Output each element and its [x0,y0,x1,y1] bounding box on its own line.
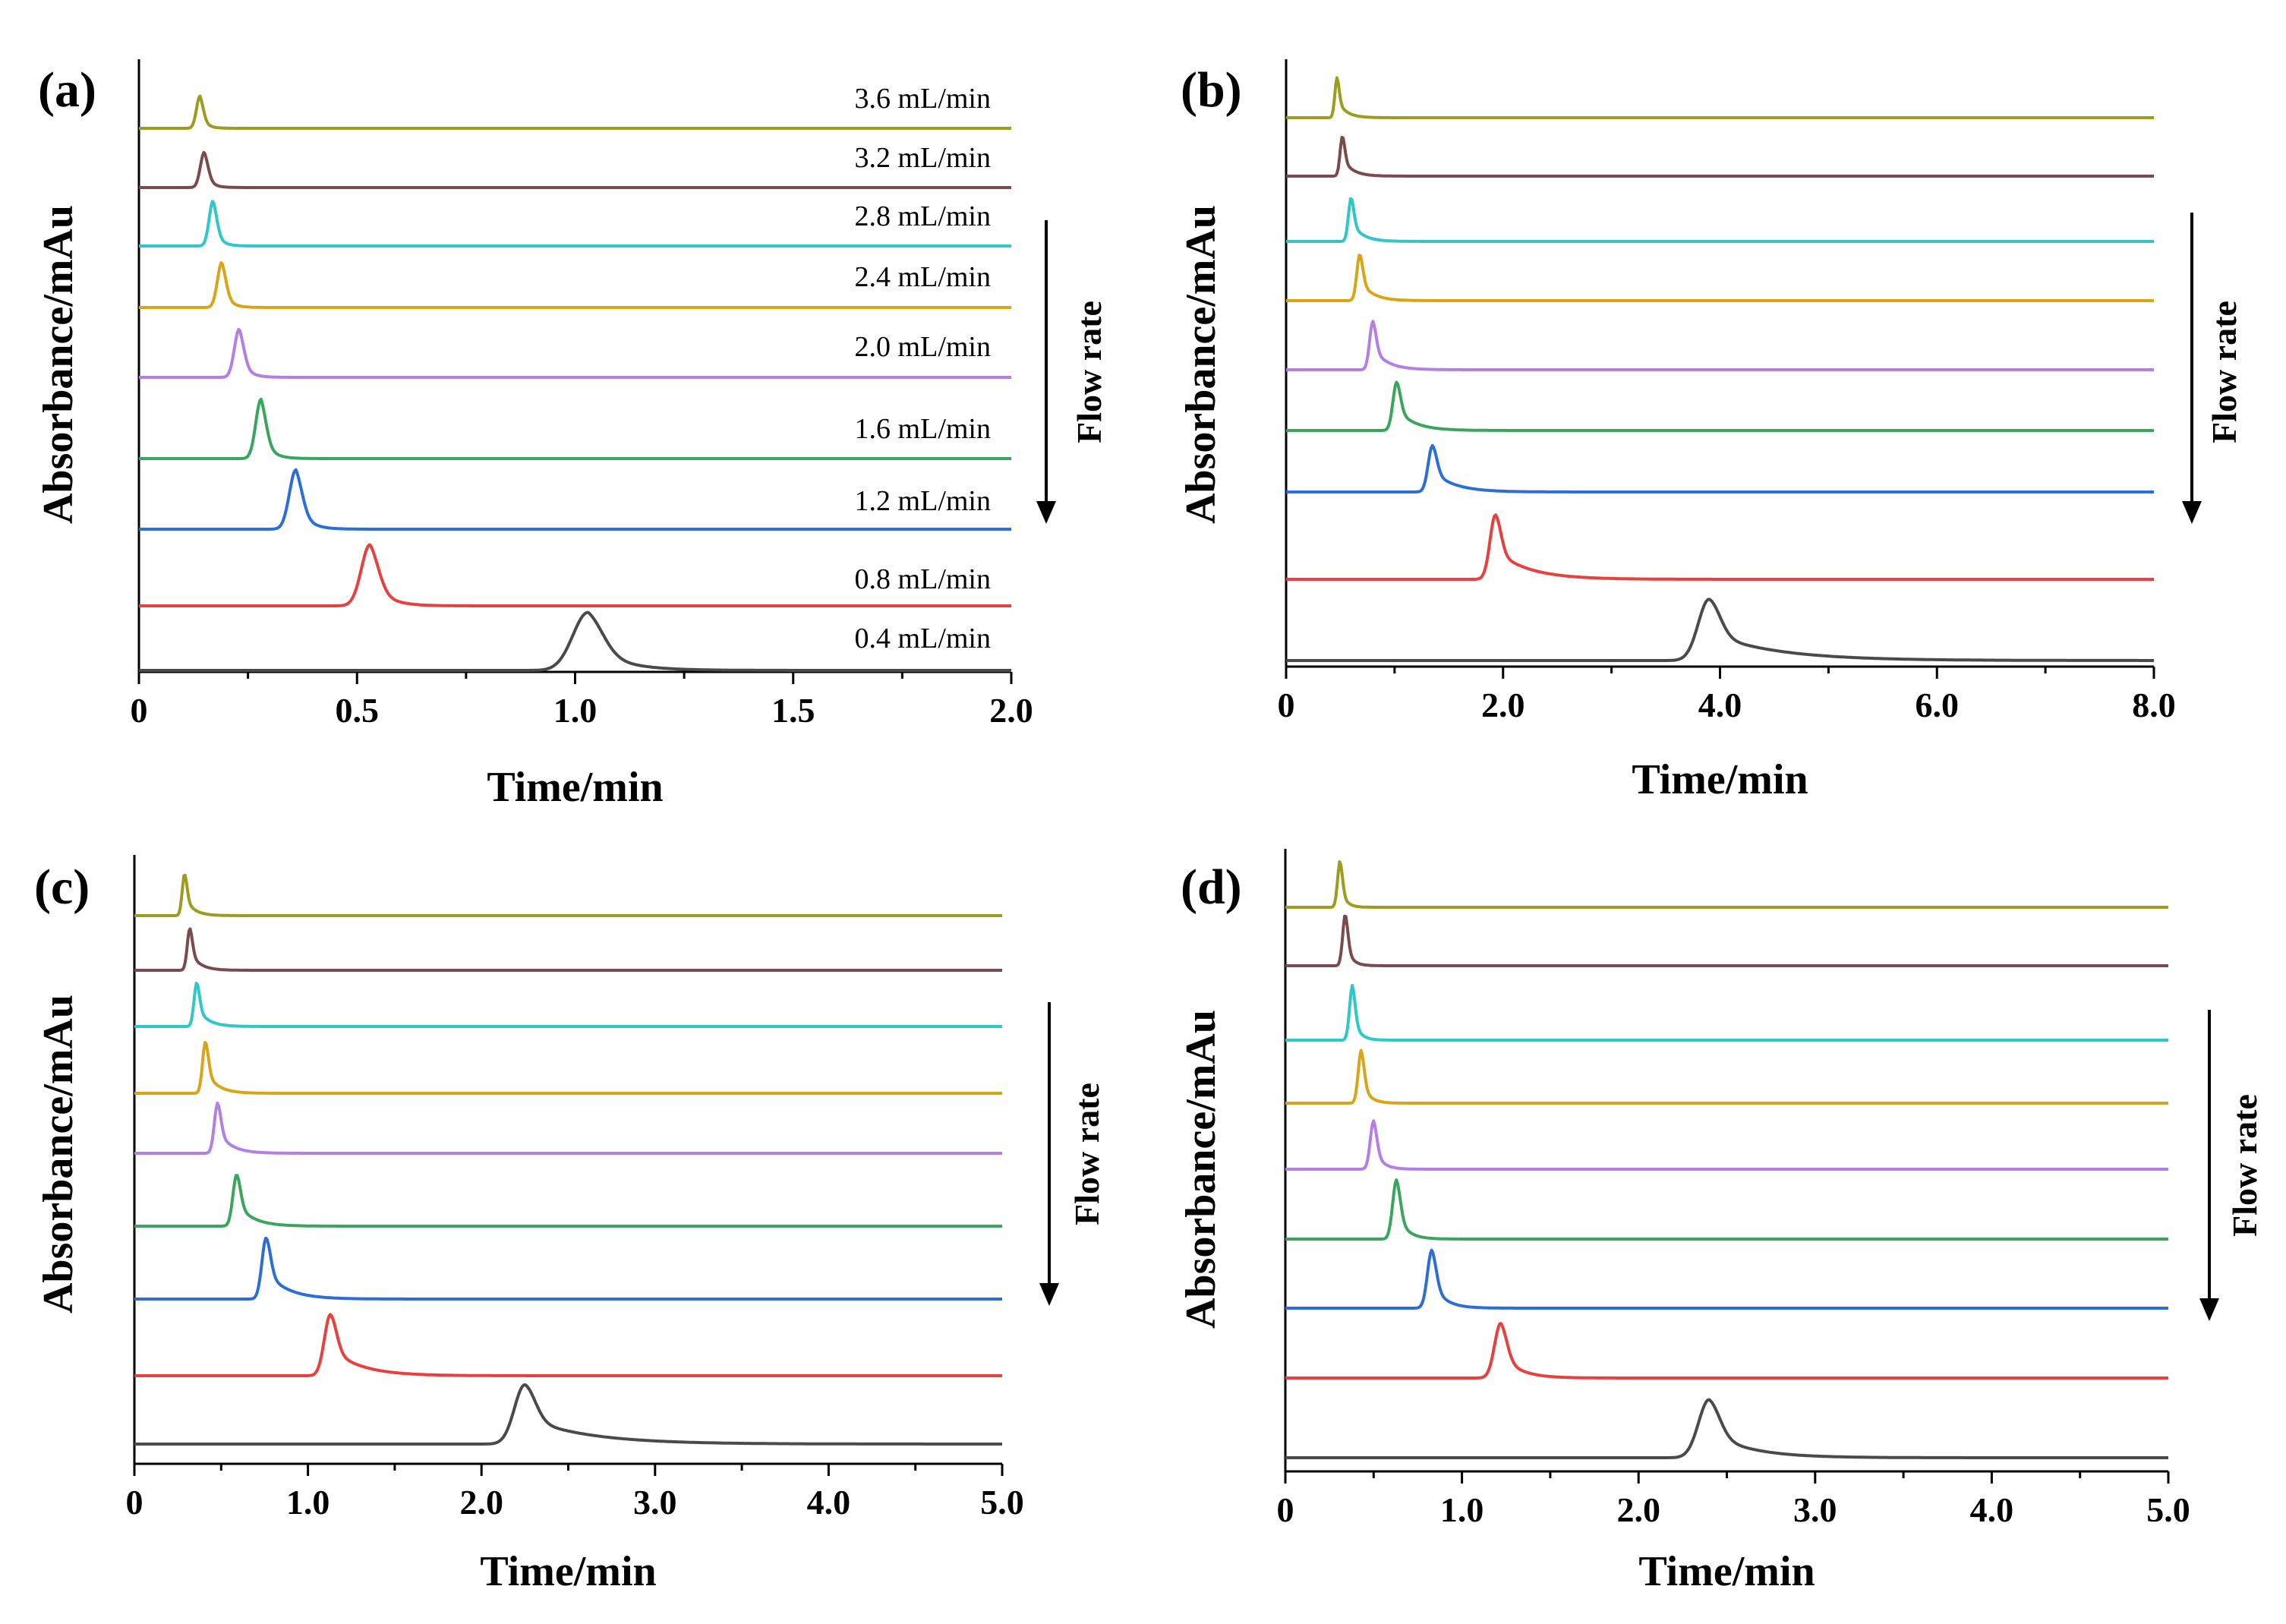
panel-b-series-2-trace [1285,443,2155,494]
panel-a-flow-arrow-head [1036,501,1056,524]
panel-b-flow-rate-label: Flow rate [2205,301,2243,443]
panel-b-series-5-trace [1285,254,2155,302]
panel-c-x-axis-title: Time/min [480,1548,656,1595]
panel-c-x-tick-label: 0 [126,1483,143,1522]
panel-c-x-tick-label: 4.0 [807,1483,851,1522]
panel-b-x-tick-label: 4.0 [1698,686,1742,724]
panel-b-x-axis-title: Time/min [1632,756,1808,803]
panel-d-series-4-trace [1285,1119,2169,1171]
panel-b-series-7-trace [1285,136,2155,178]
panel-a-series-3-trace [138,397,1012,460]
panel-b-flow-arrow-head [2182,501,2202,524]
panel-b-series-4-trace [1285,320,2155,371]
panel-b-y-axis-title: Absorbance/mAu [1178,205,1225,524]
panel-c-y-axis-title: Absorbance/mAu [35,995,82,1313]
panel-d-series-3-trace [1285,1178,2169,1241]
panel-a-series-7-label: 3.2 mL/min [855,142,991,174]
panel-c-x-tick-label: 5.0 [980,1483,1024,1522]
panel-b-x-tick-label: 0 [1278,686,1295,724]
panel-c-series-0-trace [134,1383,1003,1446]
panel-a-x-tick-label: 1.5 [771,691,815,730]
panel-d-x-tick-label: 3.0 [1793,1490,1837,1529]
panel-d-series-2-trace [1285,1248,2169,1310]
panel-a-series-4-label: 2.0 mL/min [855,331,991,363]
panel-c-series-4-trace [134,1101,1003,1155]
panel-c-label: (c) [34,859,90,915]
panel-d-series-0-trace [1285,1398,2169,1459]
panel-b-x-tick-label: 2.0 [1481,686,1525,724]
panel-b-series-8-trace [1285,76,2155,119]
panel-b-series-3-trace [1285,380,2155,432]
panel-a-series-2-trace [138,468,1012,531]
panel-a-series-3-label: 1.6 mL/min [855,413,991,445]
panel-a-series-5-trace [138,261,1012,309]
panel-a-x-axis-title: Time/min [487,764,663,811]
panel-a-series-7-trace [138,150,1012,189]
panel-d-y-axis-title: Absorbance/mAu [1178,1010,1225,1329]
panel-c-flow-rate-label: Flow rate [1067,1083,1106,1225]
panel-d-series-5-trace [1285,1049,2169,1105]
panel-c-series-3-trace [134,1174,1003,1228]
panel-d-x-tick-label: 0 [1277,1490,1294,1529]
panel-d-x-tick-label: 1.0 [1440,1490,1484,1529]
panel-a-x-tick-label: 0 [131,691,148,730]
panel-a-series-4-trace [138,327,1012,379]
panel-a-label: (a) [38,62,96,118]
panel-d-x-axis-title: Time/min [1638,1548,1815,1595]
panel-a-y-axis-title: Absorbance/mAu [35,205,82,524]
panel-b-x-tick-label: 6.0 [1916,686,1960,724]
panel-c-x-tick-label: 2.0 [459,1483,503,1522]
panel-a-x-tick-label: 0.5 [336,691,380,730]
panel-b-series-0-trace [1285,598,2155,662]
panel-a-series-0-label: 0.4 mL/min [855,623,991,654]
panel-d-label: (d) [1181,859,1242,915]
panel-c-series-7-trace [134,927,1003,972]
panel-c-flow-arrow-head [1039,1283,1059,1306]
panel-c-series-1-trace [134,1313,1003,1377]
panel-d-x-tick-label: 2.0 [1616,1490,1660,1529]
panel-c-series-6-trace [134,982,1003,1028]
panel-a-series-8-trace [138,94,1012,130]
panel-d-flow-rate-label: Flow rate [2225,1094,2264,1237]
panel-a-series-6-trace [138,200,1012,248]
panel-b-x-tick-label: 8.0 [2132,686,2176,724]
panel-a-series-6-label: 2.8 mL/min [855,200,991,232]
panel-b-series-6-trace [1285,197,2155,243]
panel-a-series-2-label: 1.2 mL/min [855,485,991,517]
panel-a-flow-rate-label: Flow rate [1070,301,1108,443]
panel-d-flow-arrow-head [2199,1298,2219,1321]
panel-b-series-1-trace [1285,513,2155,581]
panel-a-series-1-label: 0.8 mL/min [855,563,991,595]
panel-d-series-7-trace [1285,914,2169,967]
panel-d-series-1-trace [1285,1322,2169,1380]
panel-c-series-8-trace [134,873,1003,917]
panel-a-series-8-label: 3.6 mL/min [855,83,991,115]
panel-d-x-tick-label: 4.0 [1970,1490,2014,1529]
panel-a-series-5-label: 2.4 mL/min [855,261,991,293]
panel-b-label: (b) [1181,62,1242,118]
panel-d-series-6-trace [1285,984,2169,1042]
panel-a-series-1-trace [138,543,1012,607]
panel-c-x-tick-label: 1.0 [286,1483,330,1522]
panel-a-x-tick-label: 1.0 [553,691,598,730]
panel-c-x-tick-label: 3.0 [633,1483,677,1522]
panel-d-x-tick-label: 5.0 [2146,1490,2190,1529]
panel-c-series-2-trace [134,1236,1003,1301]
panel-a-series-0-trace [138,610,1012,672]
panel-a-x-tick-label: 2.0 [989,691,1033,730]
panel-c-series-5-trace [134,1041,1003,1095]
panel-d-series-8-trace [1285,860,2169,909]
